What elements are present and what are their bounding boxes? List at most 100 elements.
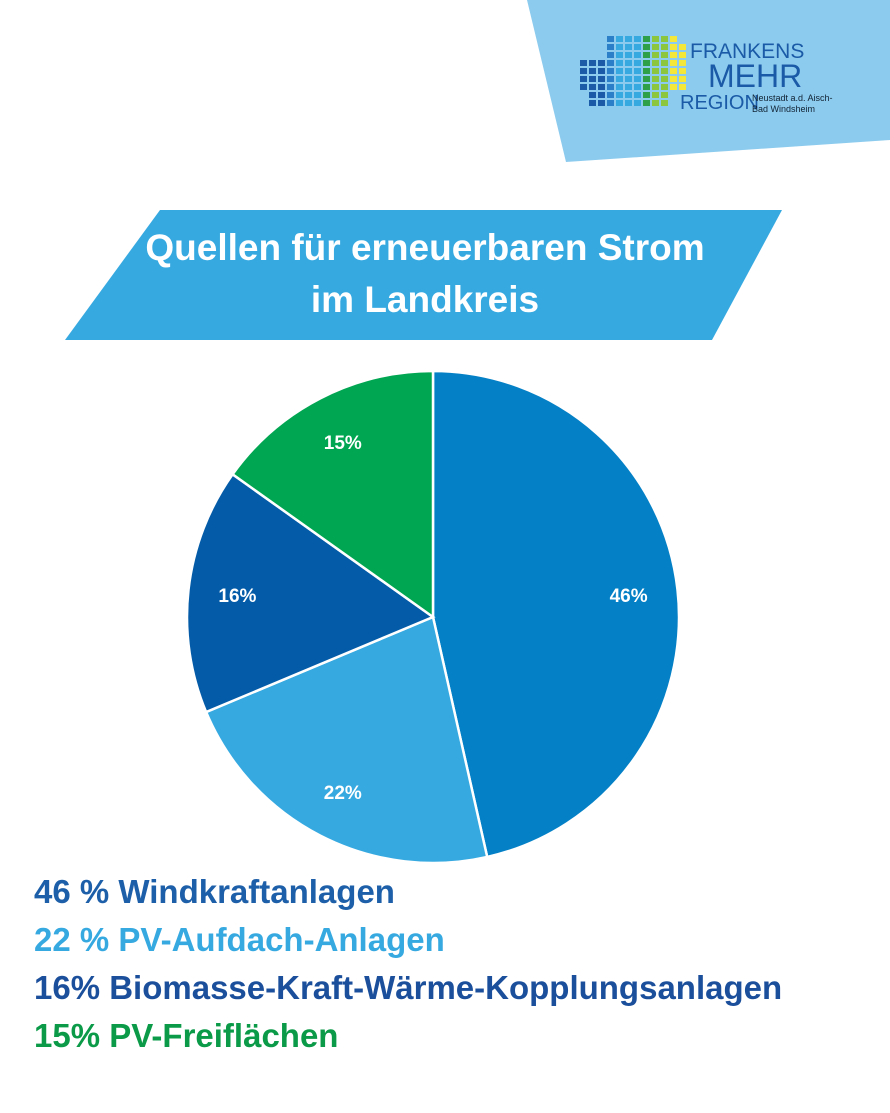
- logo-square: [670, 76, 677, 82]
- logo-square: [580, 68, 587, 74]
- logo-square: [652, 36, 659, 42]
- logo-square: [589, 100, 596, 106]
- logo-square: [643, 84, 650, 90]
- legend-item-biomass: 16% Biomasse-Kraft-Wärme-Kopplungsanlage…: [34, 969, 783, 1006]
- logo-square: [634, 68, 641, 74]
- logo-square: [607, 44, 614, 50]
- logo-square: [679, 52, 686, 58]
- logo-square: [634, 84, 641, 90]
- logo-square: [589, 92, 596, 98]
- logo-square: [652, 44, 659, 50]
- logo-square: [598, 100, 605, 106]
- logo-square: [634, 52, 641, 58]
- logo-square: [625, 100, 632, 106]
- logo-square: [607, 36, 614, 42]
- legend-item-pv-field: 15% PV-Freiflächen: [34, 1017, 339, 1054]
- logo-square: [670, 52, 677, 58]
- logo-square: [625, 84, 632, 90]
- logo-square: [643, 60, 650, 66]
- logo-square: [679, 76, 686, 82]
- logo-square: [598, 84, 605, 90]
- logo-square: [607, 84, 614, 90]
- logo-square: [616, 84, 623, 90]
- logo-square: [661, 76, 668, 82]
- logo-square: [652, 68, 659, 74]
- logo-square: [652, 84, 659, 90]
- logo-square: [661, 100, 668, 106]
- logo-mark: [580, 36, 686, 106]
- logo-square: [607, 100, 614, 106]
- logo-square: [598, 92, 605, 98]
- logo-square: [607, 68, 614, 74]
- title-line-2: im Landkreis: [310, 279, 540, 320]
- logo-square: [679, 44, 686, 50]
- slice-label: 46%: [610, 586, 648, 607]
- logo-text-mehr: MEHR: [708, 58, 803, 94]
- logo-square: [643, 52, 650, 58]
- logo-square: [616, 44, 623, 50]
- logo-square: [661, 84, 668, 90]
- legend: 46 % Windkraftanlagen 22 % PV-Aufdach-An…: [34, 868, 782, 1060]
- logo-square: [661, 36, 668, 42]
- pie-slice: [431, 369, 681, 859]
- logo-square: [643, 36, 650, 42]
- logo-square: [670, 68, 677, 74]
- logo-square: [661, 44, 668, 50]
- logo-square: [607, 76, 614, 82]
- logo-square: [643, 92, 650, 98]
- logo-square: [598, 68, 605, 74]
- logo-square: [589, 60, 596, 66]
- logo-square: [616, 36, 623, 42]
- logo-square: [580, 60, 587, 66]
- logo-square: [634, 100, 641, 106]
- logo-sub2: Bad Windsheim: [752, 104, 816, 114]
- slice-label: 22%: [324, 783, 362, 804]
- logo-square: [643, 76, 650, 82]
- logo-square: [607, 92, 614, 98]
- logo-square: [670, 60, 677, 66]
- logo-square: [643, 68, 650, 74]
- logo-square: [670, 44, 677, 50]
- logo-text-region: REGION: [680, 92, 759, 114]
- logo-square: [679, 68, 686, 74]
- logo-square: [679, 84, 686, 90]
- logo-square: [598, 60, 605, 66]
- logo-square: [634, 92, 641, 98]
- logo-square: [634, 44, 641, 50]
- logo-square: [598, 76, 605, 82]
- logo-square: [634, 36, 641, 42]
- logo-square: [589, 76, 596, 82]
- legend-item-wind: 46 % Windkraftanlagen: [34, 873, 395, 910]
- logo-square: [634, 60, 641, 66]
- legend-item-pv-roof: 22 % PV-Aufdach-Anlagen: [34, 921, 445, 958]
- logo-text-frankens: FRANKENS: [690, 40, 805, 63]
- logo-square: [661, 68, 668, 74]
- logo-square: [643, 44, 650, 50]
- logo-square: [634, 76, 641, 82]
- logo-square: [616, 76, 623, 82]
- logo-square: [670, 84, 677, 90]
- slice-label: 16%: [218, 586, 256, 607]
- logo-square: [580, 84, 587, 90]
- logo-square: [661, 92, 668, 98]
- logo-square: [616, 60, 623, 66]
- logo-square: [670, 36, 677, 42]
- logo-square: [652, 76, 659, 82]
- logo-sub1: Neustadt a.d. Aisch-: [752, 93, 833, 103]
- pie-chart: 46% 22% 16% 15%: [185, 369, 681, 865]
- logo-square: [616, 68, 623, 74]
- logo-square: [643, 100, 650, 106]
- pie-slice: [230, 369, 435, 620]
- logo-square: [589, 84, 596, 90]
- logo-square: [652, 52, 659, 58]
- pie-slice: [204, 615, 489, 865]
- logo-square: [661, 52, 668, 58]
- logo-square: [652, 60, 659, 66]
- logo-square: [625, 76, 632, 82]
- logo-square: [589, 68, 596, 74]
- slice-label: 15%: [324, 433, 362, 454]
- logo-square: [580, 76, 587, 82]
- logo-square: [625, 60, 632, 66]
- title-banner: [65, 210, 782, 340]
